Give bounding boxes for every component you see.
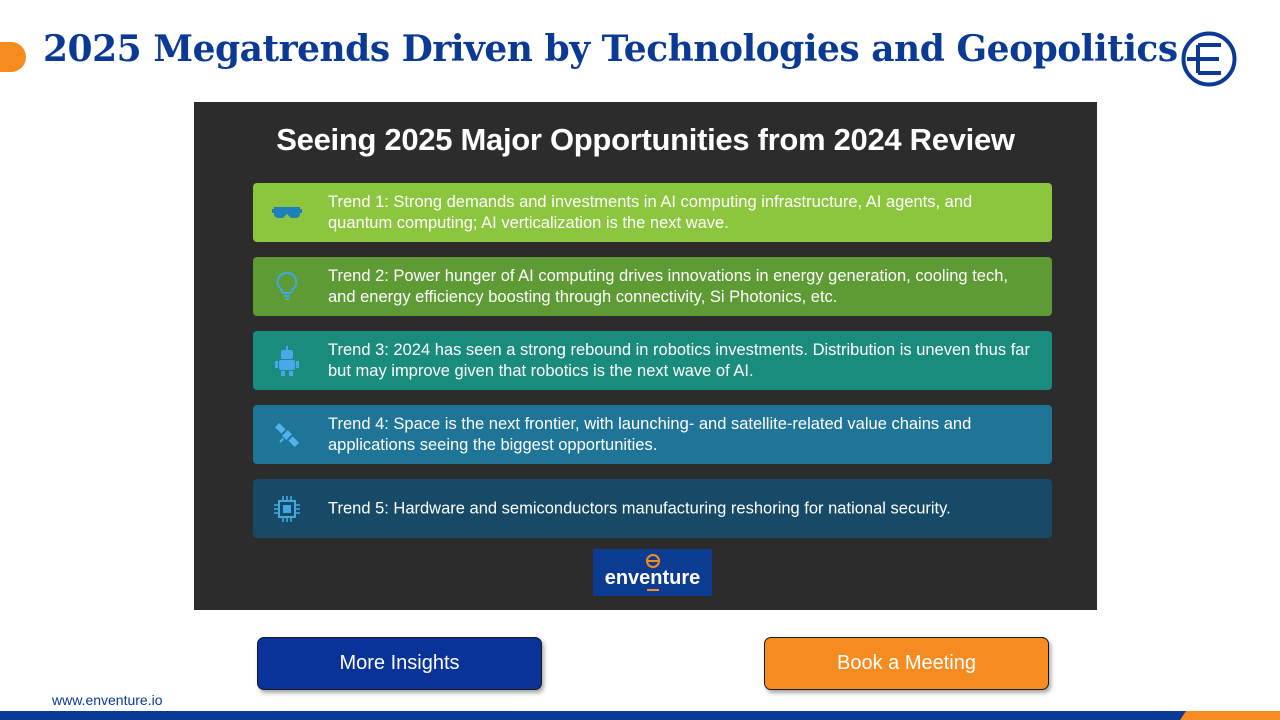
satellite-icon <box>271 419 303 451</box>
title-tab-marker <box>0 42 26 72</box>
enventure-logo-badge: enventure <box>593 549 712 596</box>
book-meeting-button[interactable]: Book a Meeting <box>764 637 1049 690</box>
trend-text: Trend 5: Hardware and semiconductors man… <box>328 499 951 517</box>
robot-icon <box>271 345 303 377</box>
trends-panel: Seeing 2025 Major Opportunities from 202… <box>194 102 1097 610</box>
enventure-e-mark-icon <box>645 553 660 568</box>
trend-card-1: Trend 1: Strong demands and investments … <box>253 183 1052 242</box>
lightbulb-icon <box>271 271 303 303</box>
wordmark-underline <box>646 588 659 591</box>
trend-text: Trend 4: Space is the next frontier, wit… <box>328 414 972 454</box>
vr-headset-icon <box>271 197 303 229</box>
trend-text: Trend 1: Strong demands and investments … <box>328 192 973 232</box>
trend-text: Trend 2: Power hunger of AI computing dr… <box>328 266 1008 306</box>
more-insights-button[interactable]: More Insights <box>257 637 542 690</box>
footer-accent <box>1180 711 1280 720</box>
enventure-wordmark: enventure <box>604 566 701 589</box>
enventure-e-logo-icon <box>1181 31 1237 87</box>
trend-card-2: Trend 2: Power hunger of AI computing dr… <box>253 257 1052 316</box>
panel-title: Seeing 2025 Major Opportunities from 202… <box>276 122 1015 157</box>
trend-card-3: Trend 3: 2024 has seen a strong rebound … <box>253 331 1052 390</box>
chip-icon <box>271 493 303 525</box>
website-url[interactable]: www.enventure.io <box>52 692 163 708</box>
trend-card-5: Trend 5: Hardware and semiconductors man… <box>253 479 1052 538</box>
page-title: 2025 Megatrends Driven by Technologies a… <box>43 28 1178 70</box>
trend-text: Trend 3: 2024 has seen a strong rebound … <box>328 340 1030 380</box>
footer-bar <box>0 711 1280 720</box>
trend-card-4: Trend 4: Space is the next frontier, wit… <box>253 405 1052 464</box>
